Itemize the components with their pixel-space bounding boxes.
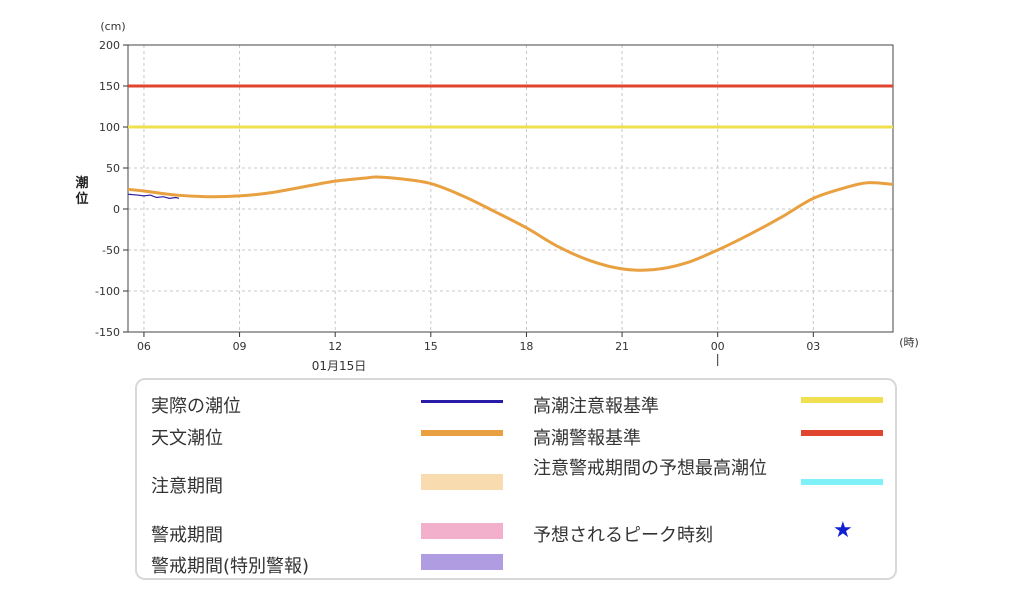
legend-star-icon: ★ [833,518,853,543]
legend-label-caution-period: 注意期間 [151,476,223,497]
chart-legend: 実際の潮位 天文潮位 注意期間 警戒期間 警戒期間(特別警報) 高潮注意報基準 … [135,378,897,580]
y-tick-label: 100 [99,121,120,134]
plot-frame [127,44,894,333]
legend-swatch-caution-period [421,474,503,490]
x-tick-label: 09 [233,340,247,353]
x-tick-label: 15 [424,340,438,353]
legend-label-warning-period: 警戒期間 [151,525,223,546]
legend-label-predicted-max-tide: 注意警戒期間の予想最高潮位 [533,458,767,479]
legend-swatch-warning-period [421,523,503,539]
legend-swatch-special-warning-period [421,554,503,570]
y-tick-label: -50 [102,244,120,257]
legend-label-storm-surge-advisory: 高潮注意報基準 [533,396,659,417]
y-axis-label-char: 潮 [75,175,88,191]
y-tick-label: 150 [99,80,120,93]
x-tick-label: 03 [806,340,820,353]
legend-label-peak-time: 予想されるピーク時刻 [533,525,713,546]
legend-label-storm-surge-warning: 高潮警報基準 [533,428,641,449]
legend-label-actual-tide: 実際の潮位 [151,396,241,417]
legend-swatch-storm-surge-warning [801,430,883,436]
legend-swatch-astronomical-tide [421,430,503,436]
y-tick-label: -100 [95,285,120,298]
actual-tide-line [127,193,180,199]
y-tick-label: 0 [113,203,120,216]
legend-label-special-warning-period: 警戒期間(特別警報) [151,556,310,577]
y-axis-label-char: 位 [75,191,88,207]
chart-grid [128,44,893,333]
chart-axes [123,44,894,366]
y-unit-label: (cm) [100,20,125,33]
chart-labels: 200 150 100 50 0 -50 -100 -150 06 09 12 15 18 21 00 03 (… [75,20,918,373]
y-tick-label: 50 [106,162,120,175]
legend-swatch-storm-surge-advisory [801,397,883,403]
astronomical-tide-line [127,175,894,272]
y-tick-label: 200 [99,39,120,52]
x-tick-label: 21 [615,340,629,353]
tide-chart: 200 150 100 50 0 -50 -100 -150 06 09 12 15 18 21 00 03 (… [75,20,918,373]
date-label: 01月15日 [312,359,367,373]
x-tick-label: 12 [328,340,342,353]
legend-label-astronomical-tide: 天文潮位 [151,428,223,449]
x-unit-label: (時) [899,336,919,349]
x-tick-label: 18 [519,340,533,353]
chart-series [127,84,894,272]
legend-swatch-actual-tide [421,400,503,403]
x-tick-label: 00 [711,340,725,353]
legend-swatch-predicted-max-tide [801,479,883,485]
x-tick-label: 06 [137,340,151,353]
y-tick-label: -150 [95,326,120,339]
